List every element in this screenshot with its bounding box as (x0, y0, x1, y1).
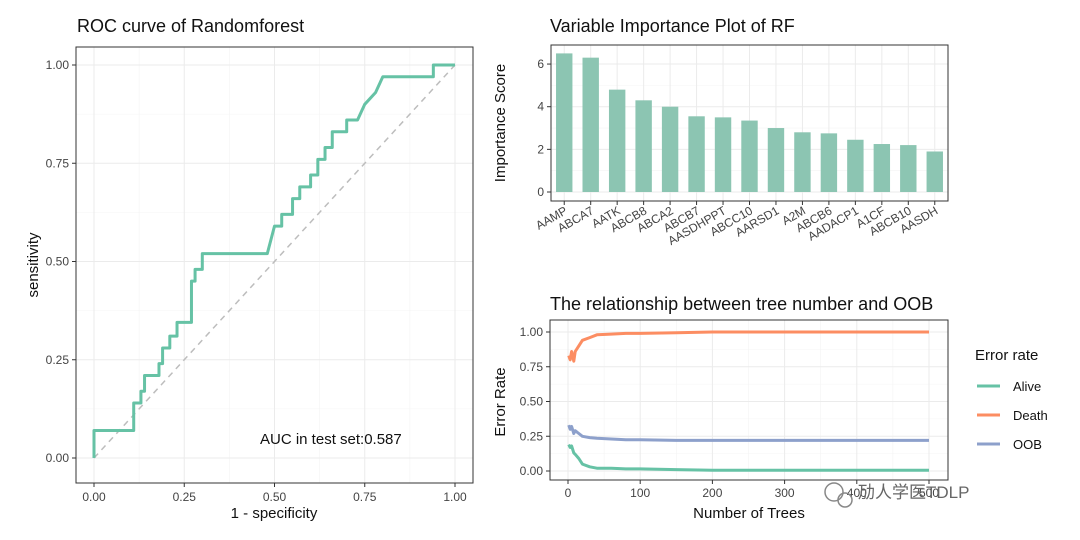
roc-y-tick-label: 0.75 (46, 156, 70, 170)
watermark-text: 劢人学医TDLP (858, 483, 969, 502)
roc-curve-line (92, 63, 455, 458)
roc-grid (76, 47, 473, 483)
importance-bar-aamp (556, 53, 573, 192)
importance-bar-a1cf (873, 144, 891, 192)
importance-bar-aadacp1 (847, 139, 864, 192)
oob-x-ticks: 0 100 200 300 400 500 (565, 480, 939, 500)
roc-x-tick-label: 1.00 (443, 490, 467, 504)
oob-legend-label-death: Death (1013, 408, 1048, 423)
importance-y-tick-label: 0 (537, 185, 544, 199)
oob-x-tick-label: 300 (775, 486, 795, 500)
oob-y-tick-label: 0.00 (520, 464, 544, 478)
oob-lines (567, 330, 929, 472)
importance-bar-abcb6 (820, 133, 838, 192)
importance-title: Variable Importance Plot of RF (550, 16, 795, 36)
importance-bar-aasdhppt (714, 117, 732, 192)
importance-y-label: Importance Score (492, 64, 509, 182)
oob-y-label: Error Rate (492, 367, 509, 436)
roc-y-ticks: 0.00 0.25 0.50 0.75 1.00 (46, 58, 76, 465)
oob-y-tick-label: 0.50 (520, 395, 544, 409)
oob-line-death (567, 330, 929, 363)
roc-x-tick-label: 0.50 (263, 490, 287, 504)
importance-bars (556, 53, 943, 192)
oob-x-tick-label: 200 (702, 486, 722, 500)
oob-grid (550, 320, 948, 480)
oob-y-tick-label: 0.25 (520, 429, 544, 443)
oob-y-ticks: 0.00 0.25 0.50 0.75 1.00 (520, 325, 550, 478)
oob-legend-title: Error rate (975, 347, 1038, 364)
roc-y-label: sensitivity (25, 232, 42, 298)
importance-y-tick-label: 4 (537, 100, 544, 114)
roc-reference-diagonal (93, 64, 456, 459)
roc-x-tick-label: 0.75 (353, 490, 377, 504)
roc-x-label: 1 - specificity (231, 505, 318, 522)
oob-chart: The relationship between tree number and… (492, 294, 1048, 522)
oob-legend: Error rate Alive Death OOB (975, 347, 1048, 452)
importance-bar-abcc10 (741, 120, 758, 192)
wechat-icon (824, 482, 844, 502)
oob-line-oob (567, 424, 929, 442)
oob-x-label: Number of Trees (693, 505, 805, 522)
oob-y-tick-label: 0.75 (520, 360, 544, 374)
roc-x-tick-label: 0.00 (82, 490, 106, 504)
oob-line-alive (567, 443, 929, 472)
watermark: 劢人学医TDLP (824, 482, 969, 508)
oob-legend-items: Alive Death OOB (977, 379, 1048, 452)
roc-auc-annotation: AUC in test set:0.587 (260, 431, 402, 448)
oob-panel-border (549, 319, 949, 481)
roc-curve (92, 63, 455, 458)
importance-bar-abcb10 (900, 145, 917, 192)
roc-y-tick-label: 0.25 (46, 353, 70, 367)
roc-diagonal (93, 64, 456, 459)
importance-bar-abca2 (661, 106, 679, 192)
roc-y-tick-label: 1.00 (46, 58, 70, 72)
importance-bar-aasdh (926, 151, 943, 192)
roc-title: ROC curve of Randomforest (77, 16, 304, 36)
importance-y-ticks: 0 2 4 6 (537, 57, 551, 199)
roc-y-tick-label: 0.00 (46, 451, 70, 465)
importance-y-tick-label: 2 (537, 142, 544, 156)
importance-bar-a2m (794, 132, 811, 192)
wechat-icon-bubble (837, 492, 853, 508)
importance-x-ticks: AAMPABCA7AATKABCB8ABCA2ABCB7AASDHPPTABCC… (533, 201, 940, 248)
importance-bar-abcb8 (635, 100, 652, 192)
oob-legend-label-oob: OOB (1013, 437, 1042, 452)
oob-x-tick-label: 0 (565, 486, 572, 500)
roc-chart: ROC curve of Randomforest 0.00 0.25 0.50 0.… (25, 16, 474, 522)
importance-bar-aatk (608, 89, 626, 192)
oob-x-tick-label: 500 (919, 486, 939, 500)
importance-chart: Variable Importance Plot of RF AAMPABCA7… (492, 16, 949, 248)
roc-x-ticks: 0.00 0.25 0.50 0.75 1.00 (82, 483, 467, 504)
oob-y-tick-label: 1.00 (520, 325, 544, 339)
oob-legend-label-alive: Alive (1013, 379, 1041, 394)
roc-x-tick-label: 0.25 (173, 490, 197, 504)
importance-bar-abcb7 (688, 116, 705, 192)
roc-y-tick-label: 0.50 (46, 255, 70, 269)
importance-bar-abca7 (582, 57, 599, 192)
oob-title: The relationship between tree number and… (550, 294, 933, 314)
importance-bar-aarsd1 (767, 128, 785, 192)
importance-y-tick-label: 6 (537, 57, 544, 71)
oob-x-tick-label: 100 (630, 486, 650, 500)
